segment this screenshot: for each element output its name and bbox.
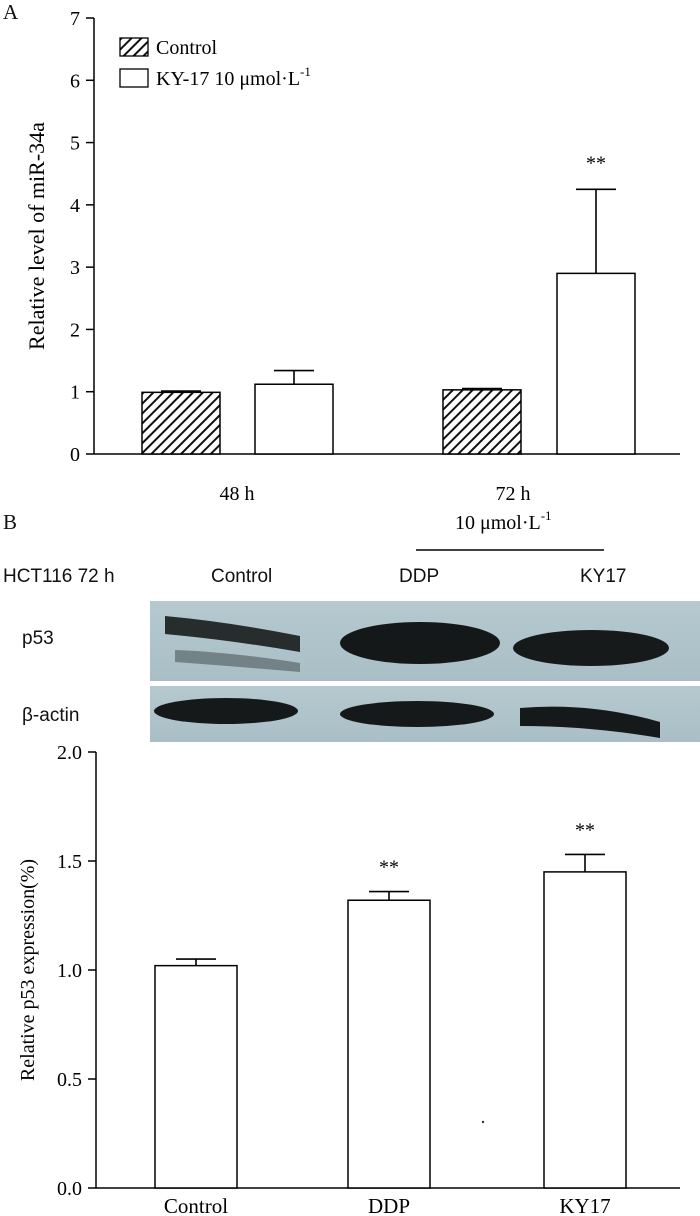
panel-a-letter: A: [3, 0, 19, 24]
chart-a: 0 1 2 3 4 5 6 7 Relative level of miR-34a ** 48…: [24, 8, 680, 551]
chart-b-ytick-label-4: 2.0: [57, 742, 82, 764]
chart-a-sublabel-text: 10 μmol·L: [455, 512, 541, 534]
chart-b-y-axis: 0.0 0.5 1.0 1.5 2.0: [57, 742, 96, 1200]
legend-label-control: Control: [156, 37, 218, 59]
chart-b-category-label-control: Control: [164, 1194, 228, 1216]
chart-a-y-axis-label: Relative level of miR-34a: [24, 122, 49, 350]
chart-b-bar-2: [543, 871, 627, 1189]
blot-band-p53-control-lower: [175, 650, 300, 672]
legend-label-ky17-text: KY-17 10 μmol·L: [156, 68, 300, 90]
wb-lane-label-ddp: DDP: [399, 566, 440, 587]
wb-row-label-actin: β-actin: [22, 705, 80, 726]
blot-band-actin-ddp: [340, 701, 494, 727]
wb-lane-label-control: Control: [211, 566, 273, 587]
chart-b-category-label-ddp: DDP: [368, 1194, 410, 1216]
chart-b-ytick-label-3: 1.5: [57, 851, 82, 873]
wb-condition-label: HCT116 72 h: [3, 566, 115, 587]
chart-a-ytick-label-2: 2: [70, 319, 80, 341]
chart-a-bars: **: [141, 152, 636, 455]
chart-a-ytick-label-6: 6: [70, 70, 80, 92]
chart-a-bar-s1-c0: [254, 383, 334, 455]
chart-a-ytick-label-3: 3: [70, 257, 80, 279]
chart-b-y-axis-label: Relative p53 expression(%): [17, 859, 39, 1081]
chart-b: 0.0 0.5 1.0 1.5 2.0 Relative p53 expression(…: [17, 742, 680, 1216]
blot-band-actin-control: [154, 698, 298, 724]
chart-a-ytick-label-1: 1: [70, 382, 80, 404]
chart-a-ytick-label-5: 5: [70, 133, 80, 155]
panel-b-letter: B: [3, 510, 18, 534]
chart-b-ytick-label-2: 1.0: [57, 960, 82, 982]
legend-label-ky17-exponent: -1: [300, 64, 311, 79]
chart-a-ytick-label-4: 4: [70, 195, 80, 217]
chart-b-bar-0: [154, 964, 238, 1189]
chart-b-sig-2: **: [575, 819, 595, 841]
chart-a-bar-s1-c1: [556, 272, 636, 455]
blot-band-p53-ddp: [340, 622, 500, 664]
chart-b-bars: ** **: [154, 819, 627, 1189]
chart-b-ytick-label-0: 0.0: [57, 1178, 82, 1200]
western-blot: [150, 601, 700, 742]
chart-a-sig-s1-c1: **: [586, 152, 606, 174]
chart-a-category-sublabel-72h: 10 μmol·L-1: [455, 508, 552, 534]
legend-swatch-ky17: [119, 68, 149, 88]
chart-b-bar-1: [347, 899, 431, 1189]
chart-b-ytick-label-1: 0.5: [57, 1069, 82, 1091]
legend-label-ky17: KY-17 10 μmol·L-1: [156, 64, 311, 90]
chart-b-category-label-ky17: KY17: [559, 1194, 610, 1216]
chart-a-bar-s0-c1: [442, 389, 522, 455]
chart-a-category-label-48h: 48 h: [220, 483, 255, 505]
legend-swatch-control: [119, 37, 149, 57]
chart-b-sig-1: **: [379, 857, 399, 879]
blot-band-p53-ky17: [513, 630, 669, 666]
chart-a-ytick-label-7: 7: [70, 8, 80, 30]
wb-lane-label-ky17: KY17: [580, 566, 627, 587]
chart-a-bar-s0-c0: [141, 391, 221, 455]
wb-row-label-p53: p53: [22, 628, 54, 649]
blot-band-p53-control: [165, 616, 300, 652]
chart-a-category-label-72h: 72 h: [496, 483, 531, 505]
chart-a-y-axis: 0 1 2 3 4 5 6 7: [70, 8, 94, 466]
chart-a-sublabel-exponent: -1: [541, 508, 552, 523]
chart-a-ytick-label-0: 0: [70, 444, 80, 466]
stray-dot: [481, 1120, 485, 1124]
chart-a-legend: Control KY-17 10 μmol·L-1: [119, 37, 311, 90]
blot-band-actin-ky17: [520, 706, 660, 738]
